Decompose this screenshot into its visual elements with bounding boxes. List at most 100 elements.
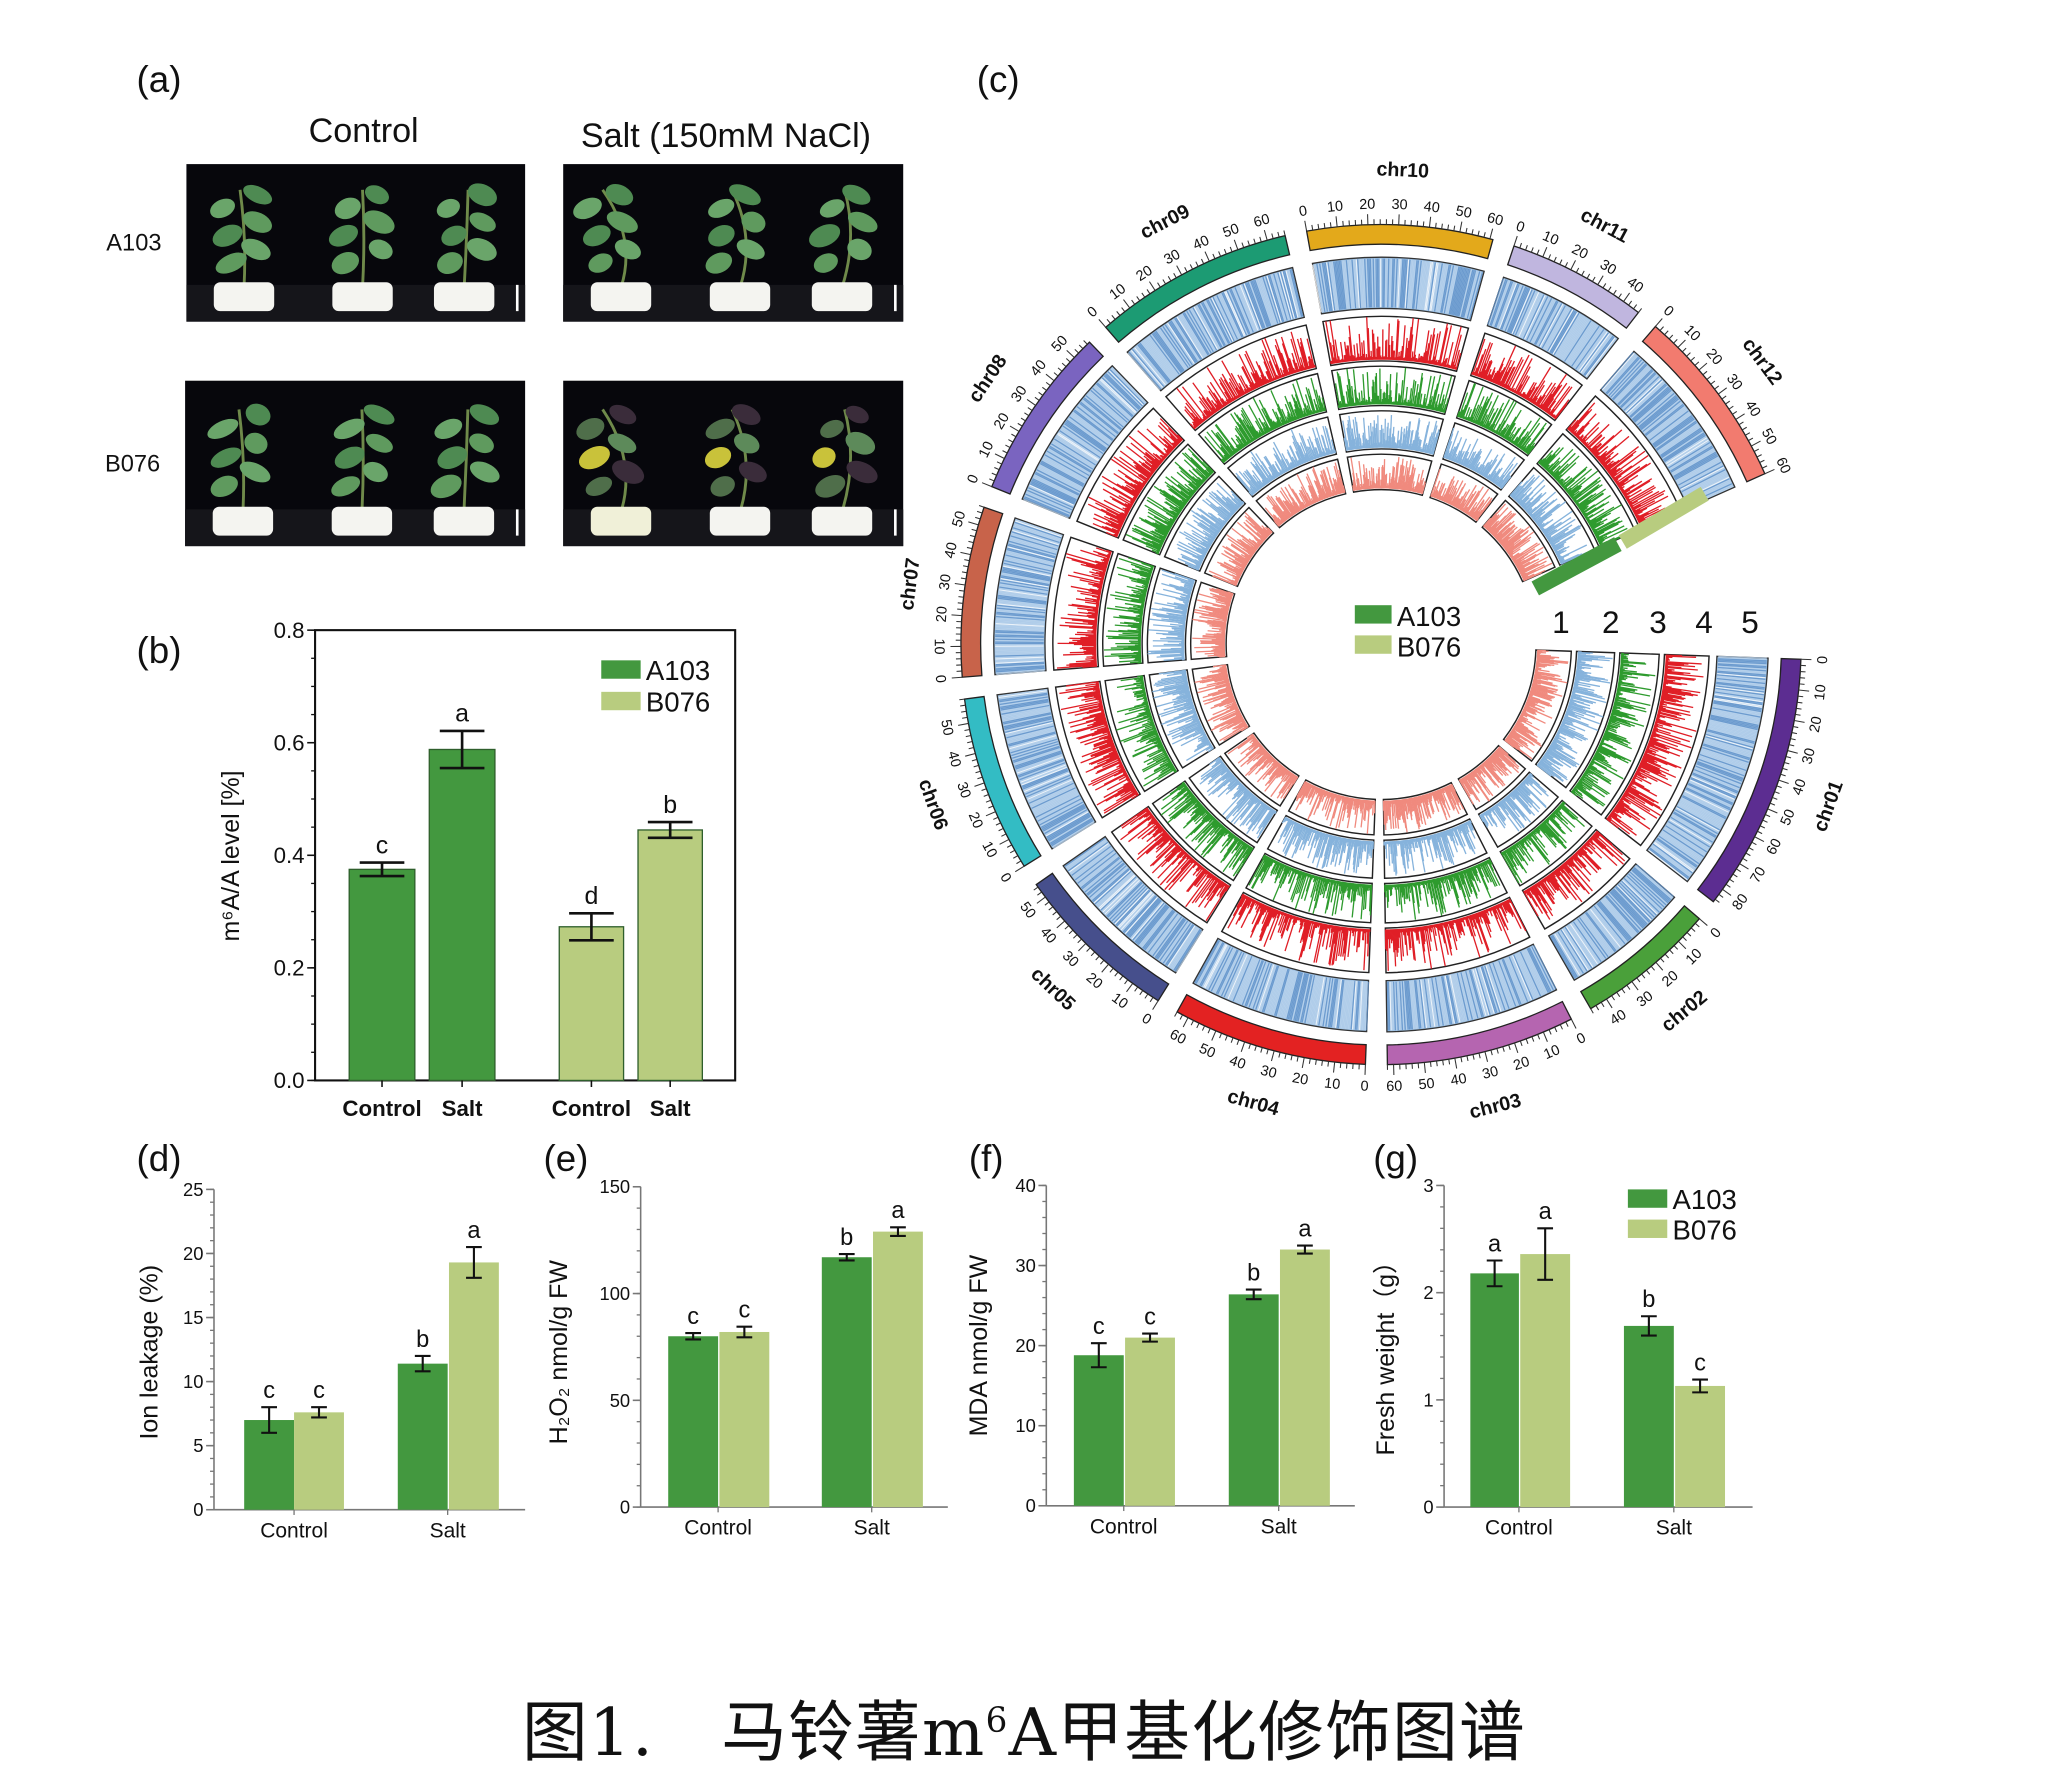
y-tick-label: 3 (1423, 1175, 1433, 1196)
track-bar (1577, 662, 1590, 666)
track-bar (1584, 771, 1599, 781)
heatmap-stripe (1566, 925, 1595, 967)
y-tick-label: 100 (600, 1283, 631, 1304)
track-bar (1615, 806, 1632, 819)
chromosome-label: chr07 (896, 557, 925, 612)
y-tick-label: 0.6 (274, 731, 305, 756)
heatmap-stripe (1563, 927, 1592, 970)
track-bar (1573, 687, 1594, 694)
ideogram-tick (1542, 1031, 1548, 1042)
plant-leaf (820, 419, 844, 438)
track-bar (1577, 781, 1591, 791)
error-bar (569, 911, 614, 942)
heatmap-stripe (1676, 806, 1720, 831)
heatmap-stripe (1665, 825, 1707, 853)
ideogram-tick-label: 40 (944, 749, 964, 769)
track-bar (1581, 776, 1585, 779)
plant-leaf (441, 225, 467, 246)
track-bar (1541, 757, 1553, 766)
track-bar (1576, 670, 1592, 675)
ideogram-tick (999, 838, 1010, 845)
ideogram-tick (1182, 1017, 1189, 1028)
track-bar (1610, 812, 1633, 831)
track-bar (1632, 777, 1636, 780)
heatmap-stripe (1605, 895, 1640, 933)
heatmap-stripe (1689, 780, 1735, 802)
heatmap-stripe (1663, 828, 1705, 856)
heatmap-stripe (1716, 681, 1765, 689)
ideogram-tick (1537, 1034, 1541, 1040)
plant-leaf (812, 447, 836, 468)
heatmap-stripe (1705, 735, 1753, 750)
ideogram-tick (964, 728, 970, 732)
ideogram-tick (1765, 814, 1771, 818)
chromosome-label: chr01 (1809, 778, 1848, 835)
track-bar (1629, 782, 1633, 786)
plant-leaf (467, 183, 497, 207)
track-bar (1659, 705, 1664, 708)
ideogram-tick (1519, 1040, 1523, 1047)
track-bar (1610, 714, 1617, 718)
track-bar (1536, 661, 1559, 665)
heatmap-stripe (1713, 701, 1762, 711)
track-bar (1594, 754, 1608, 762)
heatmap-stripe (1572, 921, 1602, 962)
heatmap-stripe (1654, 841, 1695, 872)
ideogram-tick (1240, 1041, 1246, 1053)
ideogram-tick (1646, 969, 1651, 975)
ideogram-tick (967, 741, 973, 744)
plant (705, 184, 771, 312)
heatmap-stripe (1718, 659, 1767, 663)
ideogram-tick-label: 60 (1386, 1079, 1403, 1095)
track-bar (1607, 723, 1619, 729)
track-bar (1660, 697, 1682, 703)
track-bar (1664, 668, 1675, 671)
track-bar (1558, 729, 1583, 742)
heatmap-stripe (1677, 804, 1721, 830)
track-bar (1604, 732, 1631, 744)
y-axis-label: m⁶A/A level [%] (217, 770, 245, 941)
track-bar (1576, 664, 1603, 669)
heatmap-stripe (1577, 918, 1607, 959)
significance-letter: c (738, 1297, 750, 1323)
ideogram-tick (954, 582, 966, 586)
heatmap-stripe (1657, 836, 1699, 866)
heatmap-stripe (1671, 814, 1715, 841)
track-bar (1621, 795, 1658, 819)
heatmap-stripe (1630, 870, 1668, 905)
track-bar (1575, 671, 1588, 675)
heatmap-stripe (1701, 748, 1749, 765)
track-bar (1659, 704, 1691, 713)
y-tick-label: 20 (183, 1243, 203, 1264)
y-tick-label: 0.0 (274, 1068, 305, 1093)
plant-leaf (705, 252, 733, 274)
ideogram-tick-label: 0 (1815, 656, 1831, 665)
heatmap-stripe (1701, 749, 1748, 766)
y-tick-label: 0.2 (274, 956, 305, 981)
track-bar (1547, 748, 1578, 768)
track-bar (1664, 666, 1698, 671)
ideogram-tick (1748, 847, 1754, 851)
track-bar (1636, 770, 1658, 783)
plant-leaf (733, 433, 760, 454)
track-bar (1620, 798, 1624, 801)
track-bar (1571, 790, 1576, 794)
ideogram-tick (959, 698, 965, 701)
heatmap-stripe (1567, 924, 1596, 966)
x-tick-label: Salt (1261, 1515, 1297, 1538)
ideogram-tick (1236, 1039, 1240, 1045)
track-bar (1608, 814, 1637, 836)
track-bar (1613, 808, 1620, 814)
track-bar (1620, 663, 1630, 666)
heatmap-stripe (1554, 933, 1581, 976)
track-bar (1492, 753, 1506, 767)
heatmap-stripe (1684, 791, 1729, 815)
heatmap-stripe (1712, 707, 1761, 718)
heatmap-stripe (1704, 739, 1752, 755)
plant-stem (730, 189, 748, 288)
track-bar (1572, 789, 1576, 792)
heatmap-stripe (1712, 708, 1761, 720)
plant-stem (462, 409, 470, 513)
plant-leaf (207, 418, 239, 439)
